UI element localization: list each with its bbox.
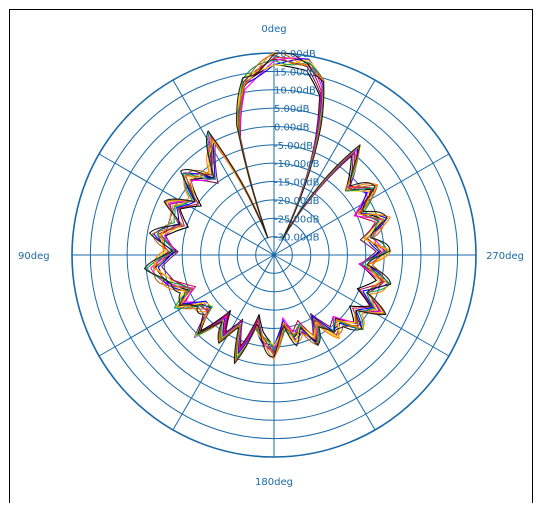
plot-frame [9, 9, 533, 503]
radial-tick-label: -20.00dB [274, 196, 320, 207]
radial-tick-label: 10.00dB [274, 86, 316, 97]
grid-spoke [172, 79, 275, 256]
radial-tick-labels: 20.00dB 15.00dB 10.00dB 5.00dB 0.00dB -5.00dB… [274, 49, 320, 244]
radial-tick-label: -5.00dB [274, 141, 313, 152]
radial-tick-label: 5.00dB [274, 104, 310, 115]
radial-tick-label: -15.00dB [274, 178, 320, 189]
radial-tick-label: -25.00dB [274, 214, 320, 225]
radial-tick-label: -10.00dB [274, 159, 320, 170]
pattern-trace [153, 57, 387, 354]
angle-label-bottom: 180deg [255, 477, 293, 488]
radial-tick-label: 0.00dB [274, 122, 310, 133]
angle-label-left: 90deg [18, 251, 50, 262]
angle-label-right: 270deg [486, 251, 524, 262]
radial-tick-label: -30.00dB [274, 233, 320, 244]
grid-spoke [273, 254, 450, 357]
radial-tick-label: 15.00dB [274, 67, 316, 78]
angle-label-top: 0deg [261, 24, 286, 35]
pattern-traces [143, 52, 392, 365]
radial-tick-label: 20.00dB [274, 49, 316, 60]
pattern-trace [143, 52, 392, 365]
grid-spoke [273, 254, 376, 431]
pattern-trace [152, 52, 392, 363]
grid-spoke [172, 254, 275, 431]
